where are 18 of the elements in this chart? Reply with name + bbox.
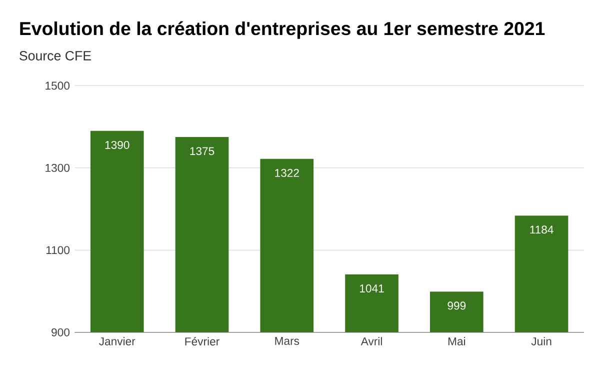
x-tick-label: Février <box>185 337 220 346</box>
chart-subtitle: Source CFE <box>20 51 91 60</box>
data-label: 1041 <box>360 284 384 292</box>
data-label: 1375 <box>190 147 214 156</box>
y-tick-label: 1100 <box>46 246 70 254</box>
y-tick-label: 900 <box>52 328 70 336</box>
x-tick-label: Avril <box>360 337 382 346</box>
data-label: 1322 <box>275 168 299 177</box>
y-tick-label: 1300 <box>46 164 70 172</box>
data-label: 1390 <box>105 140 130 149</box>
x-tick-label: Mai <box>448 337 466 346</box>
data-label: 999 <box>448 302 466 310</box>
x-tick-label: Mars <box>275 337 300 345</box>
x-tick-label: Juin <box>531 337 552 346</box>
chart-title: Evolution de la création d'entreprises au 1er semestre 2021 <box>20 21 545 39</box>
data-label: 1184 <box>530 226 554 234</box>
x-tick-label: Janvier <box>99 337 136 346</box>
y-tick-label: 1500 <box>46 82 70 90</box>
